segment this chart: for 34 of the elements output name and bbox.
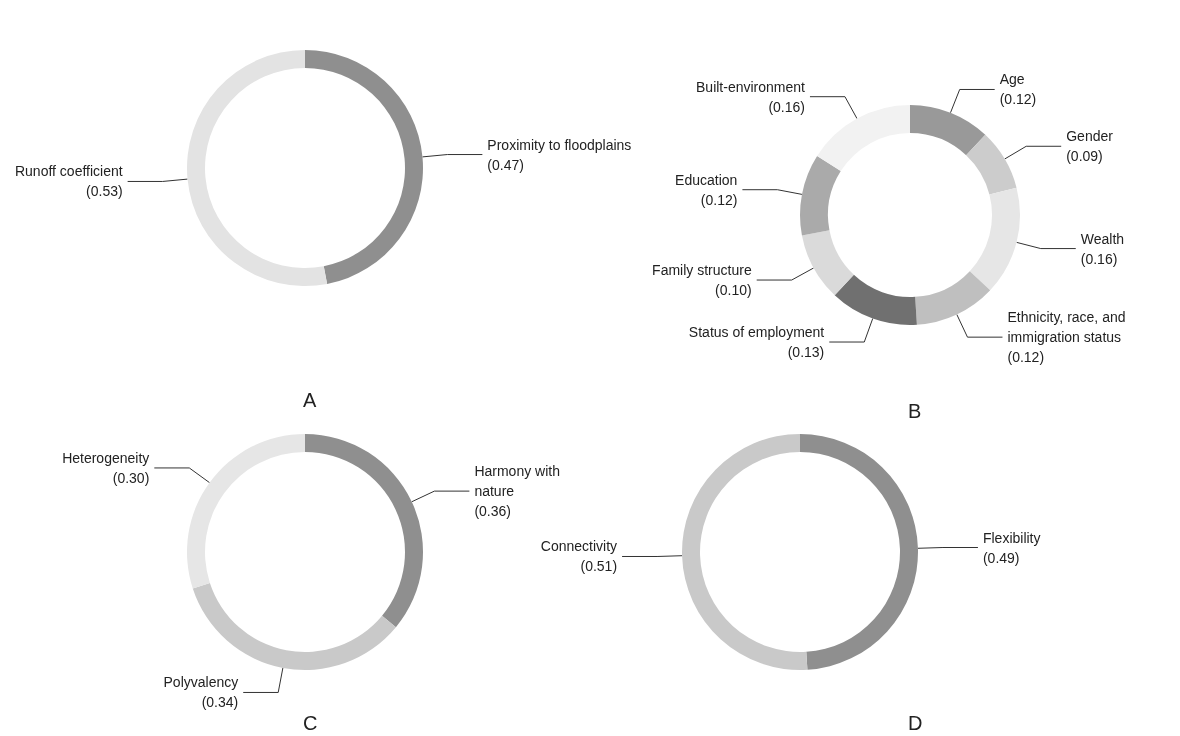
slice-label: Wealth: [1080, 230, 1125, 247]
slice-label: Heterogeneity: [62, 449, 150, 466]
data-label: (0.12): [999, 91, 1037, 108]
slice-label: Built-environment: [696, 78, 806, 95]
slice-label: Education: [675, 171, 738, 188]
slice-label: Harmony with nature: [474, 463, 564, 500]
data-label: (0.36): [474, 503, 511, 520]
slice-label: Ethnicity, race, and immigration status: [1007, 309, 1130, 346]
slice-label: Status of employment: [688, 324, 825, 341]
data-label: (0.10): [715, 282, 752, 299]
data-label: (0.30): [112, 469, 150, 486]
data-label: (0.09): [1066, 148, 1103, 165]
slice-label: Family structure: [652, 262, 752, 279]
data-label: (0.53): [86, 183, 123, 200]
data-label: (0.34): [201, 694, 239, 711]
slice-label: Connectivity: [540, 538, 618, 555]
data-label: (0.16): [1080, 250, 1118, 267]
text: B: [908, 400, 922, 422]
data-label: (0.51): [580, 558, 618, 575]
data-label: (0.13): [787, 344, 825, 361]
data-label: (0.16): [768, 98, 805, 115]
slice-label: Proximity to floodplains: [487, 136, 632, 153]
text: C: [303, 712, 318, 734]
slice-label: Polyvalency: [163, 674, 239, 691]
slice-label: Gender: [1066, 128, 1114, 145]
slice-label: Flexibility: [982, 529, 1041, 546]
data-label: (0.49): [982, 549, 1020, 566]
text: A: [303, 389, 317, 411]
data-label: (0.12): [700, 191, 738, 208]
slice-label: Age: [999, 71, 1025, 88]
data-label: (0.47): [487, 156, 524, 173]
text: D: [908, 712, 923, 734]
data-label: (0.12): [1007, 349, 1045, 366]
slice-label: Runoff coefficient: [14, 163, 123, 180]
